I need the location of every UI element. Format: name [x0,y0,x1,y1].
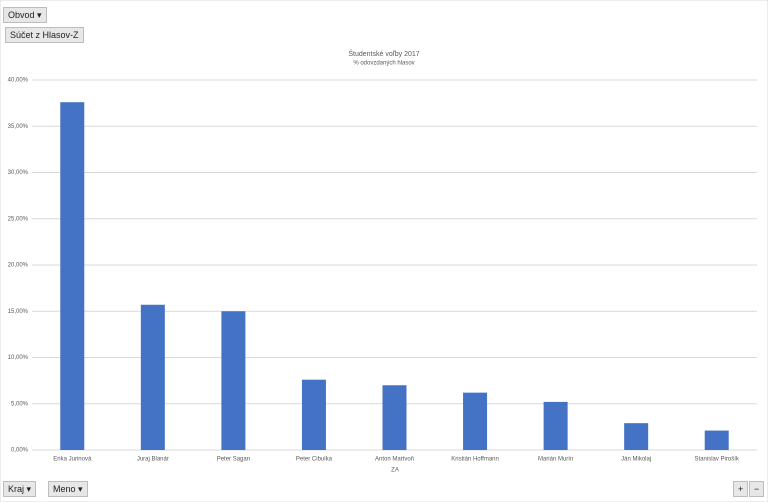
bar [60,102,85,450]
y-tick-label: 40,00% [8,78,29,84]
bar [382,385,407,450]
x-tick-label: Peter Sagan [217,457,250,463]
zoom-out-button[interactable]: − [749,481,765,497]
zoom-in-button[interactable]: + [733,481,749,497]
x-axis-label: ZA [391,468,399,474]
filter-label: Obvod [8,10,35,20]
x-tick-label: Erika Jurinová [53,457,92,463]
x-tick-label: Marián Murín [538,457,573,463]
chart-title: Študentské voľby 2017 [348,49,419,58]
x-tick-label: Kristián Hoffmann [451,457,499,463]
bar [463,392,488,450]
bar [624,423,649,450]
filter-button[interactable]: Obvod ▾ [3,7,47,23]
x-tick-label: Juraj Blanár [137,457,169,463]
x-tick-label: Stanislav Pirošík [695,457,740,463]
bar [301,379,326,450]
y-tick-label: 15,00% [8,309,29,315]
axis-field-label: Kraj [8,484,25,494]
bar [704,430,729,450]
y-tick-label: 0,00% [11,448,29,454]
y-tick-label: 5,00% [11,401,29,407]
y-tick-label: 10,00% [8,355,29,361]
chart-subtitle: % odovzdaných hlasov [353,61,414,67]
y-tick-label: 20,00% [8,263,29,269]
bar [140,304,165,450]
axis-field-button[interactable]: Meno ▾ [48,481,88,497]
x-tick-label: Ján Mikolaj [621,457,651,463]
x-tick-label: Anton Martvoň [375,457,414,463]
bar [221,311,246,450]
x-tick-label: Peter Cibulka [296,457,333,463]
y-tick-label: 25,00% [8,216,29,222]
value-field-button[interactable]: Súčet z Hlasov-Z [5,27,84,43]
bar [543,401,568,450]
y-tick-label: 30,00% [8,170,29,176]
axis-field-label: Meno [53,484,76,494]
y-tick-label: 35,00% [8,124,29,130]
axis-field-button[interactable]: Kraj ▾ [3,481,37,497]
